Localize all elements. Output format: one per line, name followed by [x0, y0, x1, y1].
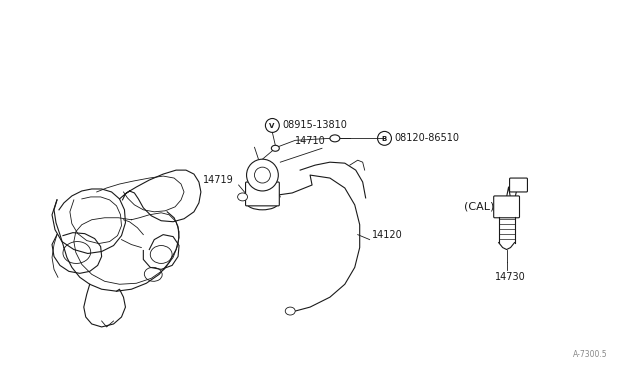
Text: A-7300.5: A-7300.5	[573, 350, 608, 359]
Text: V: V	[269, 124, 275, 129]
Text: 08120-86510: 08120-86510	[394, 133, 460, 143]
Text: 14710: 14710	[295, 136, 326, 146]
Text: (CAL): (CAL)	[464, 202, 494, 212]
Text: 08915-13810: 08915-13810	[282, 121, 347, 131]
Ellipse shape	[285, 307, 295, 315]
FancyBboxPatch shape	[493, 196, 520, 218]
Ellipse shape	[330, 135, 340, 142]
FancyBboxPatch shape	[246, 182, 279, 206]
Text: B: B	[381, 136, 387, 142]
Text: 14719: 14719	[203, 175, 234, 185]
Text: 14730: 14730	[495, 272, 525, 282]
Ellipse shape	[271, 145, 279, 151]
Circle shape	[246, 159, 278, 191]
Text: 14120: 14120	[372, 230, 403, 240]
Ellipse shape	[237, 193, 248, 201]
FancyBboxPatch shape	[509, 178, 527, 192]
